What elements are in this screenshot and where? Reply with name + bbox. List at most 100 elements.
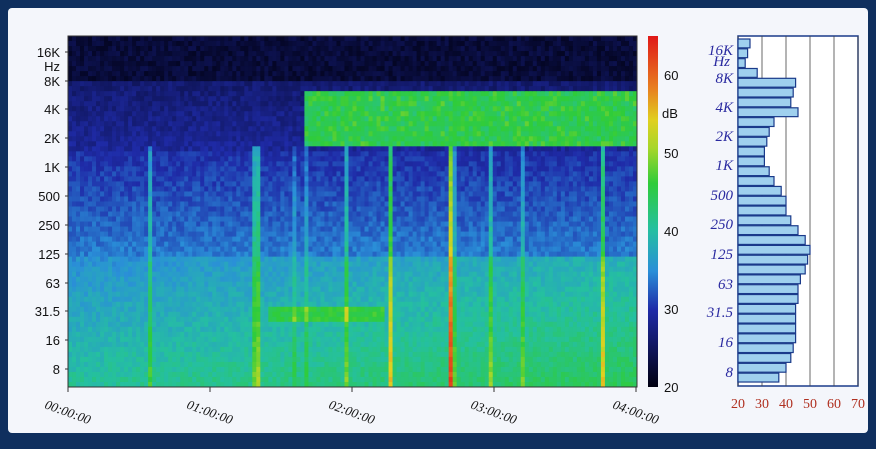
- heatmap-cell: [308, 51, 314, 57]
- heatmap-cell: [216, 316, 221, 323]
- heatmap-cell: [124, 276, 129, 283]
- heatmap-cell: [168, 206, 173, 213]
- heatmap-cell: [244, 331, 249, 338]
- heatmap-cell: [328, 46, 334, 52]
- heatmap-cell: [192, 261, 197, 268]
- heatmap-cell: [76, 216, 81, 223]
- heatmap-cell: [160, 311, 165, 318]
- heatmap-cell: [168, 66, 173, 72]
- heatmap-cell: [144, 166, 149, 172]
- heatmap-cell: [220, 261, 225, 268]
- heatmap-cell: [84, 361, 89, 368]
- heatmap-cell: [144, 176, 149, 183]
- heatmap-cell: [252, 211, 257, 218]
- heatmap-cell: [188, 291, 193, 298]
- heatmap-cell: [156, 141, 161, 147]
- heatmap-cell: [212, 356, 217, 363]
- heatmap-cell: [324, 131, 330, 137]
- heatmap-cell: [88, 306, 93, 313]
- heatmap-cell: [312, 66, 318, 72]
- heatmap-cell: [296, 46, 302, 52]
- heatmap-cell: [216, 236, 221, 243]
- heatmap-cell: [216, 96, 221, 102]
- heatmap-cell: [68, 356, 73, 363]
- heatmap-cell: [192, 196, 197, 203]
- heatmap-cell: [176, 351, 181, 358]
- heatmap-cell: [216, 126, 221, 132]
- heatmap-cell: [332, 81, 338, 87]
- heatmap-cell: [148, 151, 153, 157]
- heatmap-cell: [80, 331, 85, 338]
- heatmap-cell: [208, 356, 213, 363]
- heatmap-cell: [288, 351, 293, 358]
- heatmap-cell: [272, 141, 277, 147]
- heatmap-cell: [164, 211, 169, 218]
- heatmap-cell: [72, 286, 77, 293]
- heatmap-cell: [76, 291, 81, 298]
- heatmap-cell: [84, 241, 89, 248]
- heatmap-cell: [260, 316, 265, 323]
- heatmap-cell: [140, 361, 145, 368]
- heatmap-cell: [320, 231, 326, 238]
- heatmap-cell: [180, 76, 185, 82]
- heatmap-cell: [84, 121, 89, 127]
- heatmap-cell: [224, 61, 229, 67]
- heatmap-cell: [72, 306, 77, 313]
- heatmap-cell: [208, 226, 213, 233]
- heatmap-cell: [124, 206, 129, 213]
- heatmap-cell: [68, 91, 73, 97]
- heatmap-cell: [148, 56, 153, 62]
- heatmap-cell: [200, 281, 205, 288]
- heatmap-cell: [136, 201, 141, 208]
- heatmap-cell: [104, 181, 109, 188]
- heatmap-cell: [216, 81, 221, 87]
- heatmap-cell: [224, 301, 229, 308]
- heatmap-cell: [344, 346, 350, 353]
- heatmap-cell: [236, 96, 241, 102]
- heatmap-cell: [344, 256, 350, 263]
- heatmap-cell: [136, 96, 141, 102]
- heatmap-cell: [212, 336, 217, 343]
- heatmap-cell: [84, 326, 89, 333]
- heatmap-cell: [88, 166, 93, 172]
- heatmap-cell: [248, 261, 253, 268]
- heatmap-cell: [68, 286, 73, 293]
- heatmap-cell: [340, 126, 346, 132]
- heatmap-cell: [180, 341, 185, 348]
- heatmap-cell: [328, 266, 334, 273]
- heatmap-cell: [160, 356, 165, 363]
- heatmap-cell: [292, 276, 297, 283]
- heatmap-cell: [216, 321, 221, 328]
- heatmap-cell: [272, 271, 277, 278]
- heatmap-cell: [340, 106, 346, 112]
- heatmap-cell: [184, 151, 189, 157]
- heatmap-cell: [132, 121, 137, 127]
- heatmap-cell: [84, 166, 89, 172]
- heatmap-cell: [188, 301, 193, 308]
- heatmap-cell: [248, 51, 253, 57]
- heatmap-cell: [240, 86, 245, 92]
- heatmap-cell: [180, 246, 185, 253]
- heatmap-cell: [292, 316, 297, 323]
- heatmap-cell: [288, 336, 293, 343]
- heatmap-cell: [108, 56, 113, 62]
- heatmap-cell: [128, 151, 133, 157]
- heatmap-cell: [68, 346, 73, 353]
- heatmap-cell: [312, 151, 318, 157]
- heatmap-cell: [324, 326, 330, 333]
- heatmap-cell: [248, 81, 253, 87]
- heatmap-cell: [320, 146, 326, 152]
- heatmap-cell: [196, 196, 201, 203]
- heatmap-cell: [156, 156, 161, 162]
- heatmap-cell: [280, 246, 285, 253]
- heatmap-cell: [76, 166, 81, 172]
- heatmap-cell: [156, 166, 161, 172]
- heatmap-cell: [328, 111, 334, 117]
- heatmap-cell: [256, 311, 261, 318]
- heatmap-cell: [108, 206, 113, 213]
- heatmap-cell: [68, 126, 73, 132]
- heatmap-cell: [112, 246, 117, 253]
- heatmap-cell: [68, 276, 73, 283]
- heatmap-cell: [332, 86, 338, 92]
- heatmap-cell: [152, 41, 157, 47]
